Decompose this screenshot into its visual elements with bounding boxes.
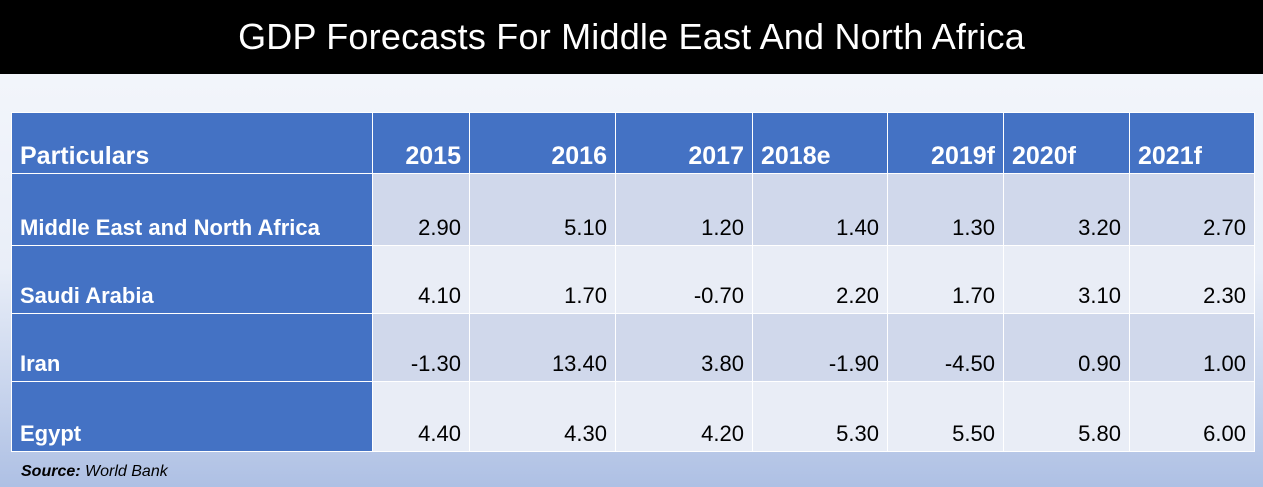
- table-cell: 5.50: [887, 381, 1004, 452]
- column-header: Particulars: [11, 112, 373, 174]
- gdp-forecast-table: Particulars 2015 2016 2017 2018e 2019f 2…: [11, 112, 1255, 452]
- table-cell: 1.70: [469, 245, 616, 314]
- column-header: 2018e: [752, 112, 888, 174]
- column-header: 2015: [372, 112, 470, 174]
- column-header: 2020f: [1003, 112, 1130, 174]
- table-cell: 4.30: [469, 381, 616, 452]
- table-row: Egypt 4.40 4.30 4.20 5.30 5.50 5.80 6.00: [11, 381, 1255, 452]
- table-cell: 2.30: [1129, 245, 1255, 314]
- column-header: 2017: [615, 112, 753, 174]
- table-cell: -4.50: [887, 313, 1004, 382]
- table-cell: -1.30: [372, 313, 470, 382]
- table-cell: 5.80: [1003, 381, 1130, 452]
- table-cell: 1.70: [887, 245, 1004, 314]
- table-cell: 13.40: [469, 313, 616, 382]
- table-cell: 3.20: [1003, 173, 1130, 246]
- table-cell: 3.80: [615, 313, 753, 382]
- table-cell: 2.90: [372, 173, 470, 246]
- table-row: Iran -1.30 13.40 3.80 -1.90 -4.50 0.90 1…: [11, 313, 1255, 382]
- table-row: Saudi Arabia 4.10 1.70 -0.70 2.20 1.70 3…: [11, 245, 1255, 314]
- table-cell: 2.20: [752, 245, 888, 314]
- column-header: 2021f: [1129, 112, 1255, 174]
- column-header: 2019f: [887, 112, 1004, 174]
- row-label: Iran: [11, 313, 373, 382]
- table-cell: 6.00: [1129, 381, 1255, 452]
- source-label: Source:: [21, 463, 81, 480]
- source-text: World Bank: [85, 463, 168, 480]
- table-cell: 1.20: [615, 173, 753, 246]
- table-cell: 4.10: [372, 245, 470, 314]
- table-header-row: Particulars 2015 2016 2017 2018e 2019f 2…: [11, 112, 1255, 174]
- table-cell: 3.10: [1003, 245, 1130, 314]
- row-label: Middle East and North Africa: [11, 173, 373, 246]
- table-cell: 1.00: [1129, 313, 1255, 382]
- table-cell: 5.30: [752, 381, 888, 452]
- table-cell: 2.70: [1129, 173, 1255, 246]
- table-row: Middle East and North Africa 2.90 5.10 1…: [11, 173, 1255, 246]
- table-cell: 0.90: [1003, 313, 1130, 382]
- page-title: GDP Forecasts For Middle East And North …: [0, 0, 1263, 74]
- table-cell: 1.40: [752, 173, 888, 246]
- table-cell: 1.30: [887, 173, 1004, 246]
- table-cell: 5.10: [469, 173, 616, 246]
- table-cell: 4.20: [615, 381, 753, 452]
- column-header: 2016: [469, 112, 616, 174]
- row-label: Saudi Arabia: [11, 245, 373, 314]
- row-label: Egypt: [11, 381, 373, 452]
- source-note: Source: World Bank: [21, 463, 168, 481]
- table-cell: -1.90: [752, 313, 888, 382]
- table-cell: -0.70: [615, 245, 753, 314]
- table-cell: 4.40: [372, 381, 470, 452]
